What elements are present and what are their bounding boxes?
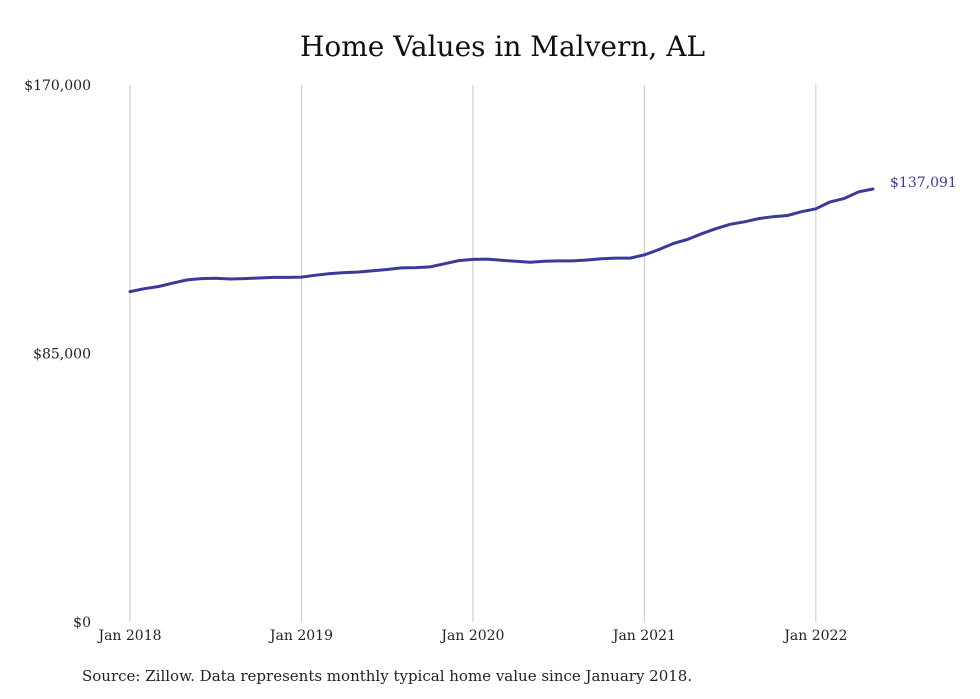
- y-tick-label-0: $0: [73, 615, 91, 631]
- chart-title: Home Values in Malvern, AL: [299, 30, 706, 63]
- x-tick-label-3: Jan 2021: [611, 628, 676, 644]
- y-tick-label-2: $170,000: [24, 78, 91, 94]
- x-tick-label-2: Jan 2020: [439, 628, 504, 644]
- y-tick-label-1: $85,000: [33, 347, 91, 363]
- end-value-label: $137,091: [890, 175, 957, 191]
- x-tick-label-4: Jan 2022: [782, 628, 847, 644]
- series-line: [128, 187, 875, 294]
- x-tick-label-0: Jan 2018: [96, 628, 161, 644]
- source-note: Source: Zillow. Data represents monthly …: [82, 667, 693, 685]
- x-tick-label-1: Jan 2019: [268, 628, 333, 644]
